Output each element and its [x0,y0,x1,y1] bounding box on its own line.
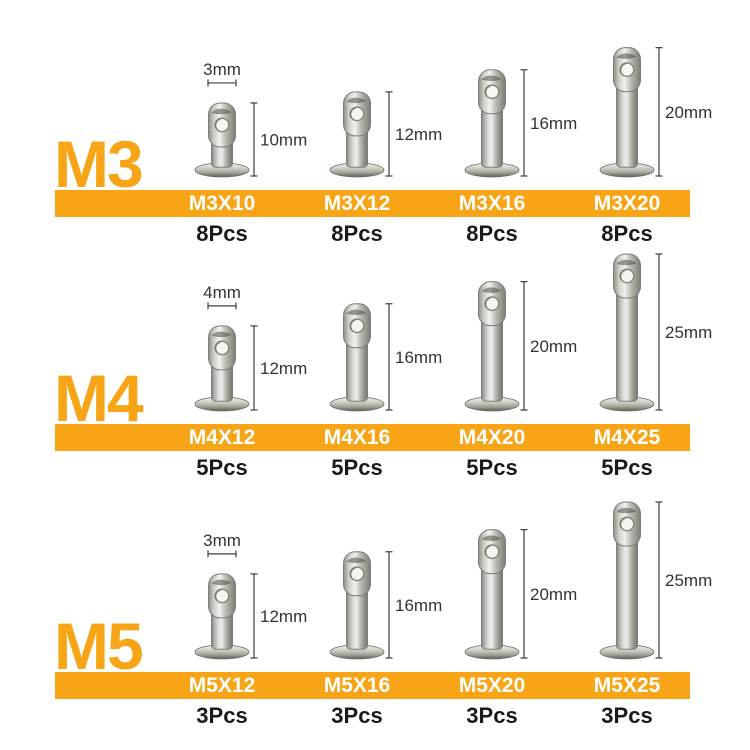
svg-text:20mm: 20mm [530,337,577,356]
svg-text:20mm: 20mm [530,585,577,604]
svg-text:12mm: 12mm [260,359,307,378]
svg-text:3mm: 3mm [203,531,241,550]
svg-text:16mm: 16mm [395,596,442,615]
svg-text:20mm: 20mm [665,103,712,122]
svg-text:25mm: 25mm [665,323,712,342]
svg-text:12mm: 12mm [260,607,307,626]
svg-text:10mm: 10mm [260,130,307,149]
svg-text:3mm: 3mm [203,60,241,79]
svg-text:12mm: 12mm [395,125,442,144]
svg-text:16mm: 16mm [395,348,442,367]
svg-text:25mm: 25mm [665,571,712,590]
svg-text:4mm: 4mm [203,283,241,302]
svg-text:16mm: 16mm [530,114,577,133]
